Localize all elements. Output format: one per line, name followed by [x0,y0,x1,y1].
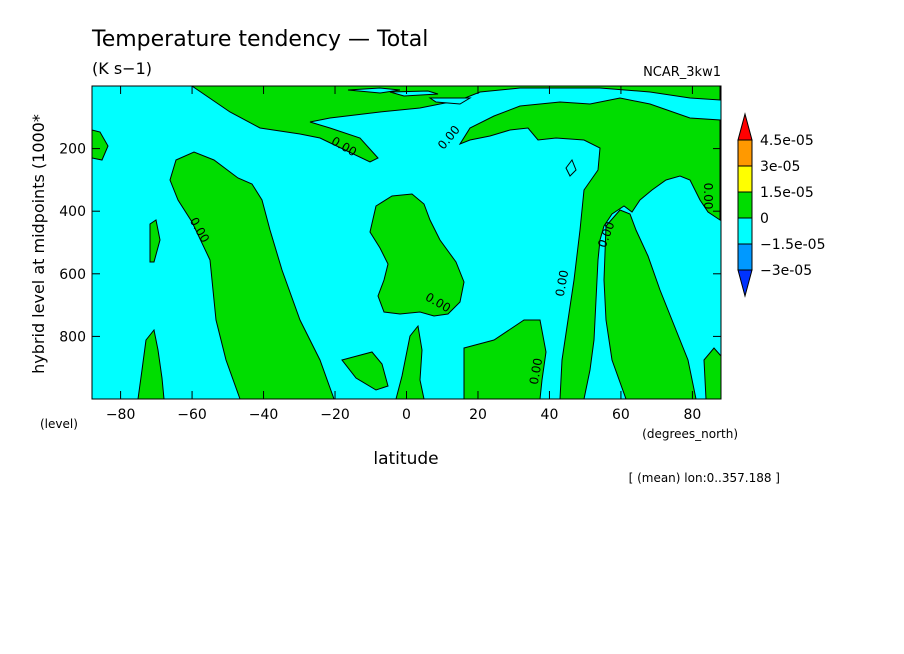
left-column [169,151,335,400]
legend-swatch [737,243,753,271]
x-tick-label: 20 [469,407,487,423]
contour-label: 0.00 [701,183,715,210]
legend-label: 0 [760,211,769,227]
x-tick-label: −60 [177,407,207,423]
x-tick-label: 80 [683,407,701,423]
legend: 4.5e-05 3e-05 1.5e-05 0 −1.5e-05 −3e-05 [737,112,825,298]
y-axis-units: (level) [40,417,78,431]
mid-right-column [603,209,697,400]
legend-label: 3e-05 [760,159,800,175]
y-tick-label: 600 [59,267,86,283]
lower-center-spike [395,324,425,400]
legend-label: 1.5e-05 [760,185,814,201]
y-axis-label: hybrid level at midpoints (1000* [29,114,48,374]
x-tick-label: 60 [612,407,630,423]
x-axis-label: latitude [373,449,438,469]
y-axis: 200 400 600 800 [59,142,721,345]
upper-band [190,85,721,163]
lower-left-blob [137,328,165,400]
x-tick-label: −20 [320,407,350,423]
left-edge-sliver [149,219,161,263]
top-islands [347,87,577,177]
x-axis: −80 −60 −40 −20 0 20 40 60 80 [106,86,701,423]
legend-swatch [737,217,753,245]
x-axis-units: (degrees_north) [642,427,738,441]
chart-units: (K s−1) [92,59,152,78]
x-tick-label: 0 [402,407,411,423]
y-tick-label: 200 [59,142,86,158]
contour-label: 0.00 [527,357,545,386]
x-tick-label: −40 [249,407,279,423]
y-tick-label: 800 [59,329,86,345]
x-tick-label: 40 [541,407,559,423]
legend-swatch [737,112,753,141]
legend-label: 4.5e-05 [760,133,814,149]
footnote: [ (mean) lon:0..357.188 ] [629,471,780,485]
center-blob [369,193,465,317]
legend-label: −3e-05 [760,263,812,279]
lower-center-blob [341,351,389,391]
legend-swatch [737,191,753,219]
legend-swatch [737,269,753,298]
chart-title: Temperature tendency — Total [91,27,428,52]
right-column [458,97,721,400]
legend-label: −1.5e-05 [760,237,825,253]
y-tick-label: 400 [59,204,86,220]
contour-label: 0.00 [553,269,571,298]
legend-swatch [737,139,753,167]
dataset-name: NCAR_3kw1 [643,65,721,80]
legend-swatch [737,165,753,193]
x-tick-label: −80 [106,407,136,423]
positive-regions [91,85,722,400]
